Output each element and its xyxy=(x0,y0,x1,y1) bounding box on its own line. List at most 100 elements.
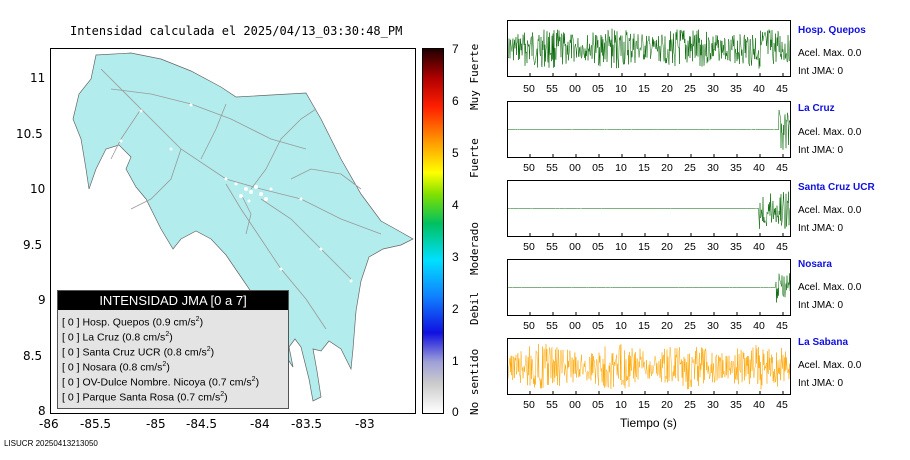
colorbar-word: Debil xyxy=(468,291,481,325)
x-tick-label: 25 xyxy=(684,399,696,411)
station-jma: Int JMA: 0 xyxy=(798,66,844,77)
trace-panel-0 xyxy=(507,20,791,77)
trace-panel-2 xyxy=(507,180,791,237)
x-tick-label: 15 xyxy=(638,162,650,174)
trace-line xyxy=(508,109,790,150)
trace-line xyxy=(508,28,790,69)
trace-line xyxy=(508,273,790,303)
x-tick-label: -83.5 xyxy=(291,417,323,431)
x-tick-label: 10 xyxy=(615,241,627,253)
x-tick-label: 55 xyxy=(546,241,558,253)
x-tick-label: 25 xyxy=(684,241,696,253)
x-tick-label: 10 xyxy=(615,399,627,411)
x-tick-label: 25 xyxy=(684,83,696,95)
x-tick-label: 50 xyxy=(523,83,535,95)
colorbar-tick: 6 xyxy=(452,94,459,108)
x-tick-label: 35 xyxy=(730,241,742,253)
x-tick-label: 40 xyxy=(753,162,765,174)
x-tick-label: 30 xyxy=(707,83,719,95)
x-tick-label: 30 xyxy=(707,320,719,332)
colorbar-svg xyxy=(423,49,443,413)
x-tick-label: 00 xyxy=(569,320,581,332)
x-tick-label: 05 xyxy=(592,83,604,95)
x-tick-label: 20 xyxy=(661,320,673,332)
x-tick-label: 00 xyxy=(569,83,581,95)
legend-row: [ 0 ] Nosara (0.8 cm/s2) xyxy=(62,361,170,374)
x-tick-label: 40 xyxy=(753,399,765,411)
x-tick-label: 45 xyxy=(776,399,788,411)
colorbar-tick: 7 xyxy=(452,42,459,56)
x-tick-label: 55 xyxy=(546,320,558,332)
y-tick-label: 11 xyxy=(30,71,46,85)
x-tick-label: 15 xyxy=(638,241,650,253)
x-tick-label: 20 xyxy=(661,399,673,411)
station-acel: Acel. Max. 0.0 xyxy=(798,127,862,138)
station-jma: Int JMA: 0 xyxy=(798,300,844,311)
colorbar-tick: 0 xyxy=(452,405,459,419)
station-acel: Acel. Max. 0.0 xyxy=(798,282,862,293)
time-axis-label: Tiempo (s) xyxy=(620,416,677,430)
legend-row: [ 0 ] Parque Santa Rosa (0.7 cm/s2) xyxy=(62,391,228,404)
x-tick-label: 05 xyxy=(592,162,604,174)
colorbar-gradient xyxy=(423,49,443,413)
trace-ticks-4: 50 55 00 05 10 15 20 25 30 35 40 45 xyxy=(507,399,789,411)
intensity-colorbar xyxy=(422,48,444,414)
costa-rica-land xyxy=(72,52,414,402)
colorbar-word: Moderado xyxy=(468,222,481,275)
x-tick-label: 10 xyxy=(615,83,627,95)
colorbar-tick: 2 xyxy=(452,302,459,316)
x-tick-label: 20 xyxy=(661,241,673,253)
station-name: Santa Cruz UCR xyxy=(798,182,875,193)
x-tick-label: 45 xyxy=(776,83,788,95)
x-tick-label: 05 xyxy=(592,399,604,411)
colorbar-tick: 1 xyxy=(452,354,459,368)
x-tick-label: 15 xyxy=(638,83,650,95)
x-tick-label: 20 xyxy=(661,162,673,174)
legend-row: [ 0 ] Hosp. Quepos (0.9 cm/s2) xyxy=(62,316,204,329)
intensity-legend: INTENSIDAD JMA [0 a 7] [ 0 ] Hosp. Quepo… xyxy=(57,290,289,409)
colorbar-word: Fuerte xyxy=(468,138,481,178)
colorbar-tick: 3 xyxy=(452,250,459,264)
x-tick-label: 35 xyxy=(730,83,742,95)
road-network xyxy=(100,68,382,330)
x-tick-label: 10 xyxy=(615,320,627,332)
colorbar-tick: 4 xyxy=(452,198,459,212)
x-tick-label: 30 xyxy=(707,399,719,411)
station-name: La Cruz xyxy=(798,103,835,114)
legend-row: [ 0 ] Santa Cruz UCR (0.8 cm/s2) xyxy=(62,346,215,359)
x-tick-label: 35 xyxy=(730,320,742,332)
x-tick-label: 25 xyxy=(684,320,696,332)
x-tick-label: 40 xyxy=(753,83,765,95)
x-tick-label: 55 xyxy=(546,162,558,174)
x-tick-label: -84.5 xyxy=(186,417,218,431)
station-jma: Int JMA: 0 xyxy=(798,378,844,389)
trace-2 xyxy=(508,191,790,236)
trace-ticks-3: 50 55 00 05 10 15 20 25 30 35 40 45 xyxy=(507,320,789,332)
trace-ticks-0: 50 55 00 05 10 15 20 25 30 35 40 45 xyxy=(507,83,789,95)
x-tick-label: 25 xyxy=(684,162,696,174)
trace-0 xyxy=(508,28,790,76)
y-tick-label: 10.5 xyxy=(16,127,43,141)
station-name: Nosara xyxy=(798,259,832,270)
station-acel: Acel. Max. 0.0 xyxy=(798,360,862,371)
x-tick-label: 55 xyxy=(546,83,558,95)
x-tick-label: -84 xyxy=(250,417,270,431)
x-tick-label: 35 xyxy=(730,399,742,411)
y-tick-label: 10 xyxy=(30,182,46,196)
x-tick-label: 20 xyxy=(661,83,673,95)
x-tick-label: 15 xyxy=(638,399,650,411)
station-name: Hosp. Quepos xyxy=(798,25,866,36)
x-tick-label: 00 xyxy=(569,399,581,411)
colorbar-word: No sentido xyxy=(468,348,481,415)
x-tick-label: 05 xyxy=(592,320,604,332)
colorbar-word: Muy Fuerte xyxy=(468,43,481,110)
trace-line xyxy=(508,191,790,230)
trace-line xyxy=(508,343,790,390)
x-tick-label: 50 xyxy=(523,162,535,174)
y-tick-label: 9 xyxy=(38,293,46,307)
x-tick-label: 00 xyxy=(569,241,581,253)
legend-row: [ 0 ] OV-Dulce Nombre. Nicoya (0.7 cm/s2… xyxy=(62,376,260,389)
x-tick-label: 50 xyxy=(523,241,535,253)
x-tick-label: 50 xyxy=(523,399,535,411)
city-cluster xyxy=(119,103,353,283)
